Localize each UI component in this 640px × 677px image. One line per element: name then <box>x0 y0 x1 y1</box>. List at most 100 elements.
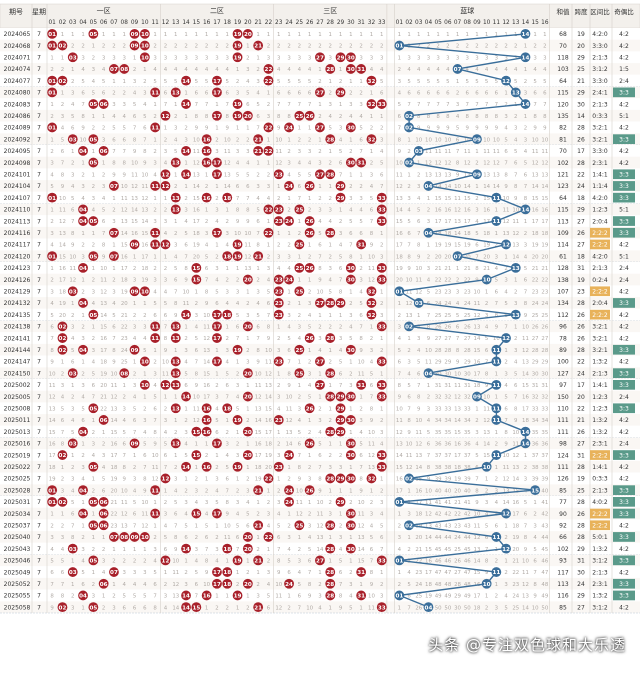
row-bg <box>0 145 640 157</box>
blue-missing-count: 2 <box>524 126 527 132</box>
blue-missing-count: 11 <box>483 406 490 412</box>
ratio-cell: 2:2:2 <box>592 288 608 295</box>
red-missing-count: 2 <box>380 348 383 354</box>
blue-missing-count: 11 <box>493 149 500 155</box>
red-missing-count: 1 <box>298 535 301 541</box>
red-missing-count: 3 <box>215 149 218 155</box>
red-ball-label: 23 <box>275 172 283 178</box>
red-missing-count: 6 <box>298 184 302 190</box>
row-bg <box>0 98 640 110</box>
red-ball-label: 22 <box>265 207 273 213</box>
blue-missing-count: 2 <box>427 207 430 213</box>
red-missing-count: 2 <box>215 535 218 541</box>
red-missing-count: 1 <box>318 102 321 108</box>
red-missing-count: 2 <box>277 243 280 249</box>
red-ball <box>160 239 171 250</box>
blue-missing-count: 5 <box>427 430 430 436</box>
red-ball <box>150 122 161 133</box>
span-cell: 20 <box>577 394 585 401</box>
red-ball-label: 14 <box>182 149 190 155</box>
watermark: 头条 @专注双色球和大乐透 <box>428 634 626 655</box>
red-missing-count: 1 <box>92 114 95 120</box>
blue-missing-count: 40 <box>464 488 471 494</box>
red-missing-count: 4 <box>205 243 209 249</box>
red-ball <box>47 122 58 133</box>
ratio-cell: 0:2:4 <box>592 277 608 284</box>
red-missing-count: 4 <box>370 67 374 73</box>
blue-missing-count: 13 <box>512 243 519 249</box>
red-missing-count: 2 <box>184 336 187 342</box>
red-missing-count: 2 <box>370 161 373 167</box>
red-missing-count: 2 <box>256 582 259 588</box>
red-missing-count: 3 <box>164 278 167 284</box>
red-missing-count: 1 <box>380 32 383 38</box>
sum-cell: 85 <box>559 487 567 494</box>
red-missing-count: 1 <box>236 477 239 483</box>
blue-missing-count: 39 <box>532 477 539 483</box>
blue-missing-count: 38 <box>532 465 539 471</box>
blue-missing-count: 30 <box>454 605 461 611</box>
blue-missing-count: 1 <box>417 32 420 38</box>
red-ball <box>345 262 356 273</box>
oe-cell: 3:3 <box>619 558 629 565</box>
red-missing-count: 15 <box>100 324 107 330</box>
red-missing-count: 1 <box>205 441 208 447</box>
red-missing-count: 5 <box>287 79 290 85</box>
red-ball-label: 21 <box>254 523 262 529</box>
blue-missing-count: 8 <box>466 114 470 120</box>
span-cell: 20 <box>577 43 585 50</box>
span-cell: 19 <box>577 31 585 38</box>
blue-missing-count: 26 <box>415 605 422 611</box>
red-missing-count: 4 <box>61 395 65 401</box>
red-missing-count: 4 <box>92 301 96 307</box>
blue-missing-count: 13 <box>396 441 403 447</box>
blue-missing-count: 4 <box>495 266 499 272</box>
red-ball <box>315 122 325 133</box>
blue-missing-count: 11 <box>406 289 413 295</box>
red-missing-count: 4 <box>236 512 240 518</box>
blue-missing-count: 29 <box>435 360 442 366</box>
red-missing-count: 6 <box>153 313 157 319</box>
red-missing-count: 3 <box>287 313 290 319</box>
red-missing-count: 10 <box>224 137 231 143</box>
blue-missing-count: 1 <box>524 44 527 50</box>
red-missing-count: 6 <box>298 594 302 600</box>
ratio-cell: 2:0:4 <box>592 300 608 307</box>
red-missing-count: 2 <box>226 430 229 436</box>
issue-cell: 2024095 <box>4 148 31 155</box>
red-missing-count: 3 <box>102 184 105 190</box>
red-ball <box>315 87 325 98</box>
row-bg <box>0 343 640 356</box>
blue-missing-count: 1 <box>456 32 459 38</box>
blue-ball-label: 09 <box>473 395 481 401</box>
week-cell: 7 <box>37 405 41 412</box>
red-ball <box>160 110 171 121</box>
red-ball <box>335 52 346 63</box>
red-ball <box>325 227 336 238</box>
red-missing-count: 8 <box>195 114 199 120</box>
sum-cell: 111 <box>557 464 569 471</box>
red-missing-count: 5 <box>215 418 218 424</box>
blue-missing-count: 9 <box>427 126 431 132</box>
blue-missing-count: 8 <box>485 114 489 120</box>
red-ball-label: 28 <box>326 137 334 143</box>
blue-missing-count: 19 <box>454 477 461 483</box>
red-missing-count: 7 <box>205 278 208 284</box>
blue-missing-count: 7 <box>407 243 410 249</box>
red-missing-count: 6 <box>287 90 291 96</box>
blue-ball-label: 14 <box>522 430 530 436</box>
red-missing-count: 1 <box>81 313 84 319</box>
red-missing-count: 6 <box>143 126 147 132</box>
sum-cell: 113 <box>557 218 569 225</box>
red-missing-count: 1 <box>112 266 115 272</box>
red-ball <box>212 333 222 343</box>
blue-missing-count: 8 <box>504 172 508 178</box>
issue-cell: 2024113 <box>4 218 31 225</box>
blue-missing-count: 6 <box>398 360 402 366</box>
red-ball <box>315 298 325 308</box>
blue-missing-count: 19 <box>435 243 442 249</box>
red-number-label: 32 <box>368 20 376 26</box>
red-ball-label: 07 <box>110 570 118 576</box>
red-missing-count: 1 <box>318 32 321 38</box>
red-missing-count: 9 <box>143 161 147 167</box>
